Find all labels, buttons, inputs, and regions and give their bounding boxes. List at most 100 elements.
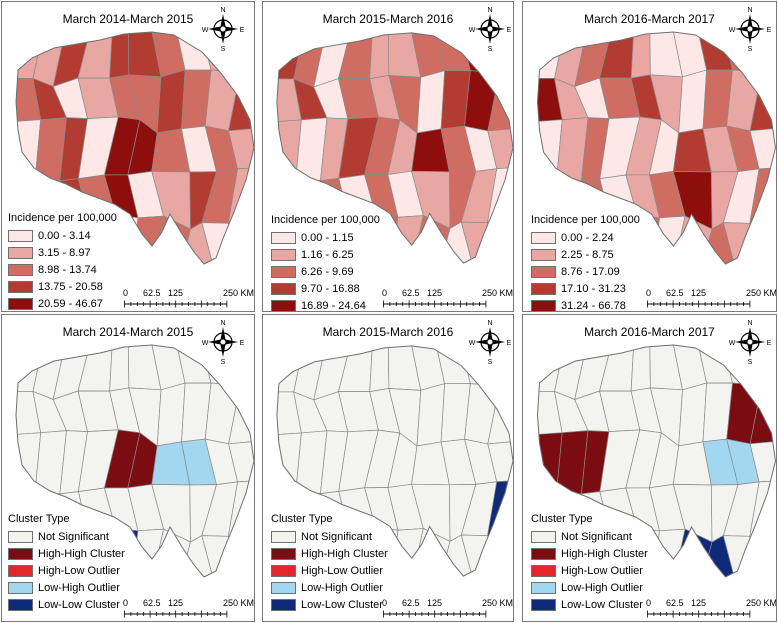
map-region [228, 127, 254, 170]
legend-label: 20.59 - 46.67 [38, 297, 103, 310]
legend-swatch [531, 564, 556, 577]
incidence-legend: Incidence per 100,000 0.00 - 3.14 3.15 -… [8, 212, 117, 311]
map-region [276, 432, 302, 493]
panel-title: March 2015-March 2016 [322, 12, 454, 26]
compass-label: E [767, 27, 771, 34]
map-region [416, 383, 446, 447]
legend-item: Not Significant [271, 528, 388, 545]
cluster-legend: Cluster Type Not Significant High-High C… [8, 513, 125, 613]
compass-label: N [487, 7, 492, 14]
map-region [487, 440, 513, 483]
compass-label: E [240, 340, 244, 347]
compass-label: W [469, 27, 476, 34]
cluster-map-panel-2014: March 2014-March 2015 N S E W Cluster Type … [1, 314, 255, 622]
legend-item: Low-High Outlier [271, 579, 388, 596]
legend-label: 0.00 - 1.15 [301, 231, 354, 244]
legend-label: 1.16 - 6.25 [301, 248, 354, 261]
legend-swatch [8, 263, 33, 276]
legend-swatch [531, 547, 556, 560]
map-region [391, 215, 424, 264]
scale-label: 62.5 [143, 288, 161, 298]
legend-swatch [531, 282, 556, 295]
legend-swatch [8, 530, 33, 543]
scale-label: 250 KM [746, 598, 777, 608]
scale-bar: 0 62.5 125 250 KM [123, 598, 255, 620]
province-outline [536, 31, 776, 265]
legend-swatch [271, 299, 296, 311]
map-region [131, 528, 164, 577]
legend-swatch [531, 299, 556, 311]
map-region [16, 119, 42, 180]
scale-bar: 0 62.5 125 250 KM [646, 288, 776, 310]
compass-rose-icon: N S E W [729, 317, 772, 366]
legend-label: 16.89 - 24.64 [301, 299, 366, 312]
legend-item: Low-High Outlier [8, 579, 125, 596]
compass-label: E [507, 340, 511, 347]
scale-label: 0 [646, 598, 652, 608]
map-region [16, 178, 41, 216]
scale-label: 0 [382, 598, 388, 608]
legend-swatch [271, 598, 296, 611]
panel-title: March 2016-March 2017 [584, 12, 715, 26]
legend-item: 1.16 - 6.25 [271, 246, 380, 263]
cluster-map-panel-2015: March 2015-March 2016 N S E W Cluster Type … [262, 314, 514, 622]
scale-label: 250 KM [223, 598, 255, 608]
scale-label: 0 [123, 598, 129, 608]
legend-label: Low-Low Cluster [561, 598, 643, 611]
legend-label: 9.70 - 16.88 [301, 282, 360, 295]
legend-item: Low-Low Cluster [271, 596, 388, 613]
map-region [678, 69, 707, 134]
legend-label: High-Low Outlier [38, 564, 120, 577]
legend-swatch [8, 280, 33, 293]
legend-item: Low-Low Cluster [8, 596, 125, 613]
cluster-legend: Cluster Type Not Significant High-High C… [531, 513, 648, 613]
compass-label: S [748, 359, 753, 365]
panel-title: March 2016-March 2017 [584, 325, 715, 339]
compass-label: W [202, 27, 209, 34]
map-region [749, 127, 776, 170]
compass-label: E [507, 27, 511, 34]
province-outline [15, 344, 254, 578]
scale-bar: 0 62.5 125 250 KM [123, 288, 254, 310]
scale-label: 62.5 [666, 598, 684, 608]
legend-item: 2.25 - 8.75 [531, 246, 640, 263]
scale-label: 125 [427, 598, 443, 608]
scale-bar: 0 62.5 125 250 KM [646, 598, 777, 620]
legend-item: 13.75 - 20.58 [8, 278, 117, 295]
legend-item: 0.00 - 2.24 [531, 229, 640, 246]
legend-swatch [531, 231, 556, 244]
legend-label: 8.98 - 13.74 [38, 263, 97, 276]
cluster-map-panel-2016: March 2016-March 2017 N S E W Cluster Type … [522, 314, 777, 622]
compass-label: N [487, 320, 492, 327]
legend-label: High-High Cluster [561, 547, 648, 560]
map-region [156, 69, 186, 134]
legend-swatch [271, 248, 296, 261]
map-region [228, 440, 254, 483]
map-region [16, 432, 42, 493]
province-outline [15, 31, 254, 265]
legend-label: High-High Cluster [301, 547, 388, 560]
scale-label: 250 KM [482, 288, 514, 298]
legend-swatch [8, 229, 33, 242]
legend-item: Not Significant [531, 528, 648, 545]
scale-label: 62.5 [402, 598, 420, 608]
legend-swatch [531, 530, 556, 543]
legend-label: Low-Low Cluster [301, 598, 383, 611]
compass-label: N [220, 320, 225, 327]
map-region [276, 119, 302, 180]
legend-label: High-Low Outlier [561, 564, 643, 577]
legend-label: 3.15 - 8.97 [38, 246, 91, 259]
compass-rose-icon: N S E W [202, 317, 245, 366]
compass-label: W [729, 27, 736, 34]
map-region [391, 528, 424, 577]
legend-label: High-Low Outlier [301, 564, 383, 577]
scale-label: 0 [382, 288, 388, 298]
compass-label: S [488, 46, 493, 52]
compass-label: N [220, 7, 225, 14]
legend-label: Low-High Outlier [38, 581, 120, 594]
legend-swatch [531, 248, 556, 261]
map-region [227, 222, 254, 264]
panel-title: March 2014-March 2015 [62, 12, 194, 26]
cluster-legend: Cluster Type Not Significant High-High C… [271, 513, 388, 613]
legend-swatch [271, 547, 296, 560]
